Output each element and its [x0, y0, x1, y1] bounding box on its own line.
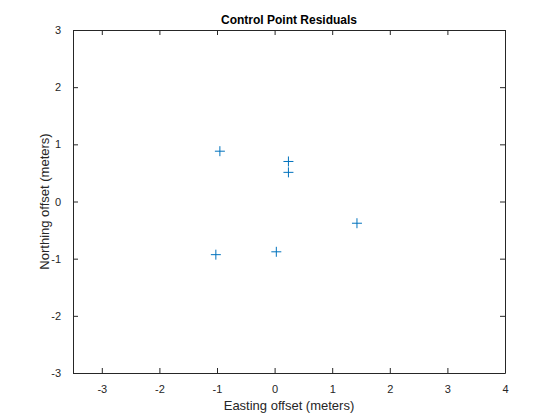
- tick: 0: [55, 196, 78, 208]
- tick: -1: [213, 368, 223, 395]
- point: [283, 156, 293, 166]
- tick: [447, 30, 448, 35]
- tick-label: 2: [387, 383, 393, 395]
- tick: [500, 373, 505, 374]
- tick: 2: [55, 81, 78, 93]
- tick-label: 3: [445, 383, 451, 395]
- tick-mark: [73, 202, 78, 203]
- tick-mark: [102, 368, 103, 373]
- tick-label: -3: [51, 367, 61, 379]
- tick: [390, 30, 391, 35]
- tick-mark: [500, 144, 505, 145]
- tick-label: -2: [51, 310, 61, 322]
- tick-mark: [217, 30, 218, 35]
- tick: -1: [51, 253, 78, 265]
- tick-mark: [73, 373, 78, 374]
- tick-label: -1: [51, 253, 61, 265]
- tick: 3: [445, 368, 451, 395]
- tick-label: 1: [330, 383, 336, 395]
- tick: [159, 30, 160, 35]
- tick-mark: [159, 368, 160, 373]
- tick-mark: [73, 30, 78, 31]
- tick: 2: [387, 368, 393, 395]
- point: [352, 218, 362, 228]
- tick-label: -1: [213, 383, 223, 395]
- tick-label: 0: [272, 383, 278, 395]
- tick: 1: [330, 368, 336, 395]
- title: Control Point Residuals: [221, 13, 357, 27]
- tick-mark: [332, 30, 333, 35]
- tick-mark: [500, 202, 505, 203]
- tick: [217, 30, 218, 35]
- x-axis-top: [74, 30, 506, 35]
- tick-mark: [500, 373, 505, 374]
- chart: -3 -2 -1 0 1 2 3 4 -3 -2 -1 0 1 2 3 Control Point Resid…: [0, 0, 560, 420]
- tick: [500, 30, 505, 31]
- tick-mark: [447, 368, 448, 373]
- tick-mark: [500, 30, 505, 31]
- tick: [500, 259, 505, 260]
- point: [283, 167, 293, 177]
- tick-mark: [500, 87, 505, 88]
- tick-mark: [73, 144, 78, 145]
- point: [271, 247, 281, 257]
- tick-label: 1: [55, 138, 61, 150]
- tick: 0: [272, 368, 278, 395]
- tick: [102, 30, 103, 35]
- x-axis-line: [74, 373, 506, 374]
- y-axis-title: Northing offset (meters): [37, 133, 52, 269]
- plot: -3 -2 -1 0 1 2 3 4 -3 -2 -1 0 1 2 3: [51, 24, 508, 395]
- tick: -2: [51, 310, 78, 322]
- tick: -3: [51, 367, 78, 379]
- tick-mark: [500, 316, 505, 317]
- tick-mark: [73, 316, 78, 317]
- tick-mark: [159, 30, 160, 35]
- tick: -3: [97, 368, 107, 395]
- plot-background: [73, 30, 505, 373]
- point: [215, 146, 225, 156]
- tick: [500, 316, 505, 317]
- tick-mark: [102, 30, 103, 35]
- tick: -2: [155, 368, 165, 395]
- tick: 3: [55, 24, 78, 36]
- tick-label: 0: [55, 196, 61, 208]
- tick: 1: [55, 138, 78, 150]
- tick: [332, 30, 333, 35]
- tick-mark: [73, 87, 78, 88]
- y-axis-right: [500, 31, 506, 374]
- tick-mark: [217, 368, 218, 373]
- points: [211, 146, 362, 259]
- tick-label: 2: [55, 81, 61, 93]
- tick-label: 4: [502, 383, 508, 395]
- tick: [275, 30, 276, 35]
- tick-mark: [390, 30, 391, 35]
- tick-label: 3: [55, 24, 61, 36]
- tick-mark: [275, 368, 276, 373]
- tick-label: -2: [155, 383, 165, 395]
- tick-label: -3: [97, 383, 107, 395]
- point: [211, 250, 221, 260]
- x-axis-top-line: [74, 30, 506, 31]
- y-axis: -3 -2 -1 0 1 2 3: [51, 24, 78, 379]
- x-axis-title: Easting offset (meters): [224, 398, 355, 413]
- tick-mark: [447, 30, 448, 35]
- tick: [500, 144, 505, 145]
- tick-mark: [332, 368, 333, 373]
- tick-mark: [275, 30, 276, 35]
- tick-mark: [500, 259, 505, 260]
- y-axis-right-line: [505, 31, 506, 374]
- tick-mark: [390, 368, 391, 373]
- x-axis: -3 -2 -1 0 1 2 3 4: [74, 368, 509, 395]
- tick: [500, 87, 505, 88]
- tick: [500, 202, 505, 203]
- tick-mark: [73, 259, 78, 260]
